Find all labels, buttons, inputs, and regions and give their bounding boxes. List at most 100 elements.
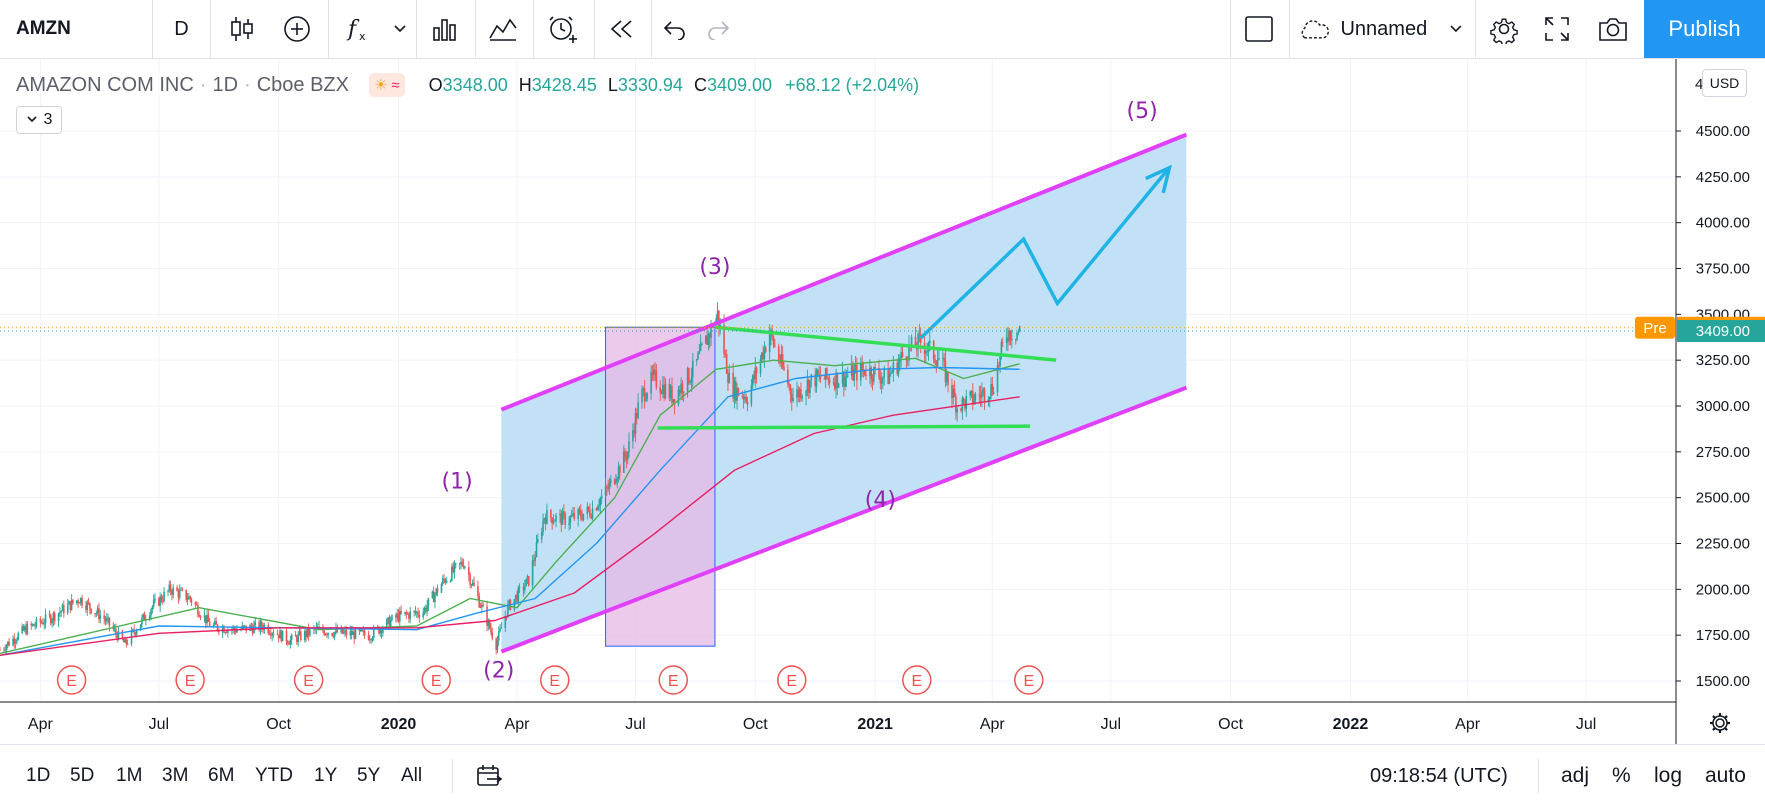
wave-label[interactable]: (4): [865, 488, 896, 513]
earnings-marker[interactable]: E: [902, 665, 932, 695]
chart-drawings[interactable]: (1) (2) (3) (4) (5): [442, 99, 1188, 683]
earnings-circle[interactable]: [421, 665, 452, 695]
gear-icon[interactable]: [1710, 713, 1730, 733]
earnings-marker[interactable]: E: [56, 665, 87, 695]
candle-body: [1008, 330, 1011, 342]
range-3m-button[interactable]: 3M: [162, 765, 189, 786]
earnings-label[interactable]: E: [1023, 673, 1034, 690]
pre-badge-label[interactable]: Pre: [1643, 320, 1666, 337]
triangle-upper-line[interactable]: [714, 325, 1057, 362]
compare-icon[interactable]: [482, 0, 524, 58]
add-indicator-icon[interactable]: [275, 0, 319, 58]
alert-icon[interactable]: [540, 0, 586, 58]
layout-name-button[interactable]: Unnamed: [1289, 0, 1463, 58]
earnings-label[interactable]: E: [185, 673, 196, 690]
gear-icon[interactable]: [1480, 0, 1528, 58]
earnings-label[interactable]: E: [66, 673, 77, 690]
earnings-circle[interactable]: [293, 665, 324, 695]
earnings-marker[interactable]: E: [421, 665, 452, 695]
last-price-tag[interactable]: [1677, 320, 1765, 343]
earnings-marker[interactable]: E: [1014, 665, 1044, 695]
currency-button[interactable]: USD: [1702, 69, 1747, 97]
earnings-circle[interactable]: [1014, 665, 1044, 695]
camera-icon[interactable]: [1590, 0, 1636, 58]
range-ytd-button[interactable]: YTD: [255, 765, 293, 786]
earnings-label[interactable]: E: [786, 673, 797, 690]
channel-upper-line[interactable]: [500, 132, 1188, 412]
candle-body: [434, 594, 436, 603]
candle-body: [297, 634, 300, 643]
triangle-lower-line[interactable]: [657, 424, 1031, 430]
earnings-circle[interactable]: [777, 665, 807, 695]
price-tick-label: 2000.00: [1696, 581, 1750, 598]
market-status-badge[interactable]: ☀ ≈: [368, 73, 405, 97]
earnings-circle[interactable]: [902, 665, 932, 695]
fullscreen-icon[interactable]: [1534, 0, 1580, 58]
earnings-label[interactable]: E: [303, 673, 314, 690]
wave-label[interactable]: (2): [483, 658, 514, 683]
utc-clock[interactable]: 09:18:54 (UTC): [1370, 764, 1508, 787]
replay-icon[interactable]: [600, 0, 642, 58]
candle-body: [753, 375, 755, 380]
bars-icon[interactable]: [424, 0, 466, 58]
log-scale-button[interactable]: log: [1654, 764, 1683, 787]
interval-button[interactable]: D: [153, 0, 210, 58]
projection-arrow-head[interactable]: [1145, 164, 1172, 194]
gear-icon-hub[interactable]: [1715, 718, 1725, 728]
range-5d-button[interactable]: 5D: [70, 765, 95, 786]
range-5y-button[interactable]: 5Y: [357, 765, 381, 786]
earnings-label[interactable]: E: [911, 673, 922, 690]
earnings-label[interactable]: E: [668, 673, 679, 690]
adjust-button[interactable]: adj: [1561, 764, 1590, 787]
goto-date-icon[interactable]: [472, 745, 506, 807]
range-1m-button[interactable]: 1M: [116, 765, 143, 786]
candle-body: [774, 345, 776, 347]
time-tick-label: Oct: [1218, 716, 1243, 733]
chevron-down-icon[interactable]: [388, 0, 412, 58]
range-1d-button[interactable]: 1D: [26, 765, 51, 786]
candle-body: [837, 383, 840, 388]
price-chart[interactable]: (1) (2) (3) (4) (5) E E E E E E E E E 4500.00 4250.00…: [0, 59, 1765, 744]
range-6m-button[interactable]: 6M: [208, 765, 235, 786]
undo-icon[interactable]: [657, 0, 693, 58]
candle-body: [970, 390, 973, 392]
time-tick-label: Jul: [1576, 716, 1596, 733]
earnings-circle[interactable]: [540, 665, 570, 695]
range-all-button[interactable]: All: [401, 765, 423, 786]
candle-body: [662, 384, 664, 394]
earnings-marker[interactable]: E: [777, 665, 807, 695]
auto-scale-button[interactable]: auto: [1705, 764, 1746, 787]
redo-icon[interactable]: [700, 0, 736, 58]
projection-path[interactable]: [919, 166, 1171, 340]
earnings-circle[interactable]: [175, 665, 205, 695]
wave-label[interactable]: (3): [699, 255, 730, 280]
candle-body: [814, 374, 817, 387]
candle-body: [452, 566, 454, 572]
channel-lower-line[interactable]: [500, 385, 1188, 654]
wave-label[interactable]: (5): [1126, 99, 1157, 124]
earnings-circle[interactable]: [658, 665, 689, 695]
last-price-value[interactable]: 3409.00: [1696, 323, 1750, 340]
candles-icon[interactable]: [222, 0, 262, 58]
candle-body: [208, 621, 211, 627]
range-1y-button[interactable]: 1Y: [314, 765, 338, 786]
gear-icon-ring[interactable]: [1712, 715, 1728, 731]
earnings-label[interactable]: E: [549, 673, 560, 690]
wave-label[interactable]: (1): [442, 470, 473, 495]
earnings-marker[interactable]: E: [293, 665, 324, 695]
percent-scale-button[interactable]: %: [1612, 764, 1631, 787]
symbol-search-button[interactable]: AMZN: [0, 0, 152, 58]
publish-button[interactable]: Publish: [1644, 0, 1765, 58]
pre-badge[interactable]: [1635, 316, 1675, 339]
earnings-marker[interactable]: E: [540, 665, 570, 695]
earnings-marker[interactable]: E: [175, 665, 205, 695]
earnings-marker[interactable]: E: [658, 665, 689, 695]
earnings-circle[interactable]: [56, 665, 87, 695]
legend-resolution: 1D: [212, 73, 239, 96]
legend-collapse-button[interactable]: 3: [16, 106, 62, 134]
earnings-label[interactable]: E: [431, 673, 442, 690]
rectangle-icon[interactable]: [1238, 0, 1280, 58]
candle-body: [783, 366, 785, 370]
